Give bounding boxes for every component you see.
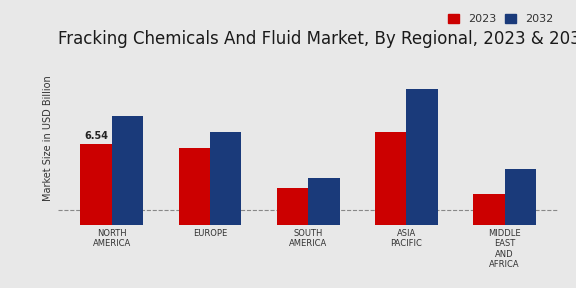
Bar [112, 116, 143, 225]
Bar [210, 132, 241, 225]
Bar [375, 132, 406, 225]
Y-axis label: Market Size in USD Billion: Market Size in USD Billion [43, 75, 54, 201]
Bar [81, 144, 112, 225]
Bar [473, 194, 505, 225]
Bar [276, 187, 308, 225]
Text: 6.54: 6.54 [84, 131, 108, 141]
Bar [505, 169, 536, 225]
Text: Fracking Chemicals And Fluid Market, By Regional, 2023 & 2032: Fracking Chemicals And Fluid Market, By … [58, 29, 576, 48]
Legend: 2023, 2032: 2023, 2032 [448, 14, 553, 24]
Bar [179, 148, 210, 225]
Bar [308, 178, 340, 225]
Bar [406, 89, 438, 225]
